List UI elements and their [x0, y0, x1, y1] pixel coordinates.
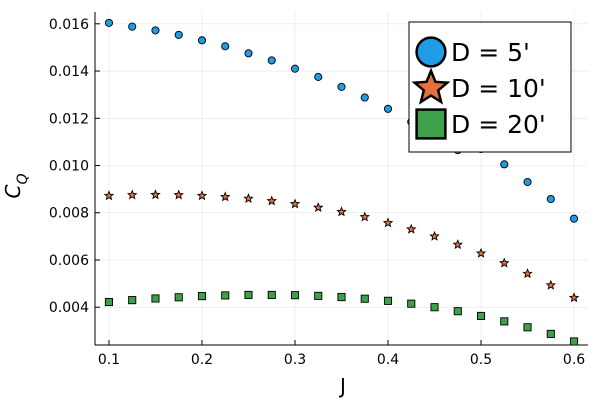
- star-marker: [452, 239, 464, 250]
- circle-marker: [383, 104, 393, 113]
- star-marker: [126, 189, 138, 200]
- square-marker: [407, 299, 416, 308]
- star-marker: [359, 211, 370, 222]
- circle-marker: [360, 93, 369, 102]
- star-marker: [173, 189, 184, 200]
- square-marker: [360, 294, 369, 303]
- star-marker: [289, 198, 301, 209]
- star-marker: [568, 292, 580, 303]
- star-marker: [196, 190, 208, 201]
- square-marker: [151, 294, 160, 303]
- x-axis-label: J: [338, 374, 346, 398]
- circle-marker: [500, 160, 509, 169]
- axes: [94, 12, 588, 346]
- star-marker: [429, 230, 440, 241]
- legend-label: D = 10': [451, 74, 546, 103]
- square-marker: [104, 297, 114, 307]
- square-marker: [337, 293, 346, 302]
- circle-marker: [244, 49, 253, 58]
- star-marker: [220, 191, 231, 202]
- circle-marker: [151, 26, 160, 35]
- star-marker: [266, 195, 277, 206]
- square-marker: [569, 337, 579, 346]
- circle-marker: [221, 42, 230, 51]
- circle-marker: [290, 64, 300, 73]
- x-tick-label: 0.5: [470, 352, 492, 368]
- square-marker: [500, 317, 509, 326]
- star-marker: [475, 247, 487, 258]
- square-marker: [453, 307, 462, 316]
- star-marker: [103, 190, 115, 201]
- y-tick-label: 0.012: [49, 111, 89, 127]
- circle-marker: [128, 22, 137, 31]
- square-marker: [174, 293, 183, 302]
- star-marker: [336, 206, 347, 217]
- square-marker: [128, 296, 137, 305]
- star-marker: [313, 202, 324, 213]
- x-tick-label: 0.3: [284, 352, 306, 368]
- square-marker: [314, 291, 323, 300]
- circle-marker: [569, 214, 579, 223]
- star-marker: [243, 193, 254, 204]
- y-tick-label: 0.004: [49, 300, 89, 316]
- circle-marker: [314, 72, 323, 81]
- series-3: [104, 290, 579, 346]
- star-marker: [382, 217, 394, 228]
- y-tick-label: 0.008: [49, 206, 89, 222]
- star-marker: [545, 279, 557, 290]
- circle-marker: [197, 36, 207, 45]
- legend-label: D = 20': [451, 110, 546, 139]
- square-marker: [290, 291, 300, 300]
- data-points: [103, 18, 580, 346]
- x-tick-label: 0.2: [191, 352, 213, 368]
- square-marker: [523, 323, 532, 332]
- square-marker: [546, 329, 555, 338]
- circle-marker: [337, 82, 346, 91]
- ticks: 0.1 0.2 0.3 0.4 0.5 0.6 0.004 0.006 0.008 0.010 0.…: [49, 17, 585, 368]
- y-tick-label: 0.016: [49, 17, 89, 33]
- y-tick-label: 0.006: [49, 253, 89, 269]
- square-marker: [383, 296, 393, 305]
- x-tick-label: 0.6: [563, 352, 585, 368]
- circle-marker: [523, 177, 532, 187]
- legend-square-marker: [415, 108, 447, 140]
- legend: D = 5' D = 10' D = 20': [408, 21, 572, 153]
- square-marker: [221, 291, 230, 300]
- circle-marker: [267, 56, 276, 65]
- square-marker: [430, 303, 439, 312]
- y-tick-label: 0.010: [49, 159, 89, 175]
- x-tick-label: 0.4: [377, 352, 399, 368]
- star-marker: [406, 223, 417, 234]
- square-marker: [476, 311, 486, 321]
- star-marker: [150, 189, 161, 200]
- circle-marker: [174, 30, 183, 39]
- square-marker: [197, 292, 207, 301]
- y-axis-label: CQ: [1, 174, 31, 199]
- star-marker: [499, 257, 510, 268]
- series-2: [103, 189, 580, 303]
- square-marker: [267, 290, 276, 299]
- legend-circle-marker: [415, 36, 447, 68]
- circle-marker: [104, 18, 114, 27]
- legend-star-marker: [411, 67, 451, 105]
- x-tick-label: 0.1: [98, 352, 120, 368]
- legend-label: D = 5': [451, 38, 530, 67]
- y-tick-label: 0.014: [49, 64, 89, 80]
- square-marker: [244, 290, 253, 299]
- circle-marker: [546, 194, 555, 204]
- star-marker: [522, 268, 533, 279]
